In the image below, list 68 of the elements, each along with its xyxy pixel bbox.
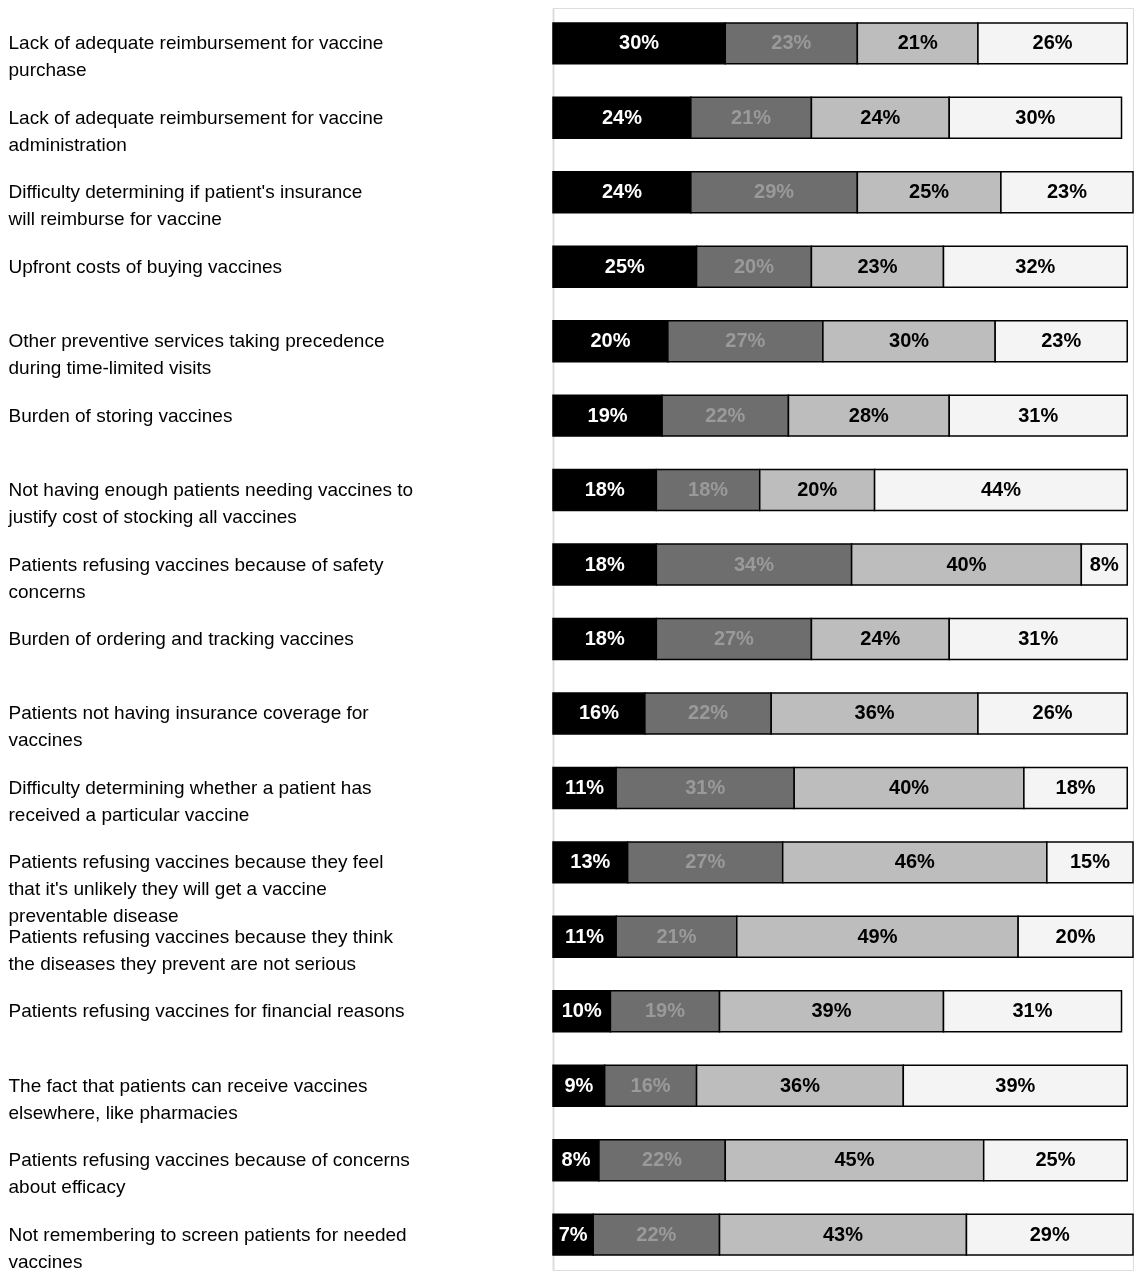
data-label: 39% bbox=[811, 999, 852, 1022]
data-label: 30% bbox=[619, 31, 660, 54]
data-label: 29% bbox=[1029, 1222, 1070, 1245]
data-label: 18% bbox=[584, 552, 625, 575]
data-label: 23% bbox=[857, 254, 898, 277]
y-tick-label: Upfront costs of buying vaccines bbox=[8, 255, 283, 277]
data-label: 20% bbox=[590, 329, 631, 352]
y-tick-label: Patients refusing vaccines because they feel that it's unlikely they will get a vaccine preventable disease bbox=[8, 851, 384, 927]
data-label: 18% bbox=[1055, 775, 1096, 798]
data-label: 19% bbox=[587, 403, 628, 426]
data-label: 24% bbox=[860, 627, 901, 649]
data-label: 21% bbox=[897, 31, 938, 54]
data-label: 16% bbox=[578, 701, 620, 724]
data-label: 26% bbox=[1032, 701, 1073, 724]
data-label: 15% bbox=[1069, 850, 1111, 873]
data-label: 11% bbox=[565, 924, 605, 947]
data-label: 20% bbox=[1055, 924, 1096, 947]
y-tick-label: Patients refusing vaccines for financial reasons bbox=[8, 1000, 405, 1022]
data-label: 23% bbox=[1041, 329, 1082, 352]
data-label: 40% bbox=[889, 775, 930, 798]
data-label: 23% bbox=[1046, 180, 1088, 203]
data-label: 13% bbox=[570, 850, 611, 873]
y-tick-label: Patients not having insurance coverage for vaccines bbox=[8, 702, 370, 751]
data-label: 31% bbox=[1018, 627, 1059, 649]
data-label: 25% bbox=[1035, 1148, 1076, 1171]
y-tick-label: Patients refusing vaccines because they think the diseases they prevent are not serious bbox=[8, 925, 394, 974]
data-label: 8% bbox=[1089, 552, 1119, 575]
data-label: 46% bbox=[894, 850, 936, 873]
data-label: 8% bbox=[561, 1148, 591, 1171]
data-label: 39% bbox=[995, 1073, 1036, 1096]
data-label: 18% bbox=[584, 478, 625, 501]
data-label: 31% bbox=[1018, 403, 1059, 426]
y-tick-label: Difficulty determining whether a patient has received a particular vaccine bbox=[8, 776, 372, 825]
y-tick-label: Patients refusing vaccines because of safety concerns bbox=[8, 553, 384, 602]
data-label: 30% bbox=[1015, 105, 1056, 128]
data-label: 43% bbox=[822, 1222, 864, 1245]
data-label: 24% bbox=[860, 105, 901, 128]
y-tick-label: Not remembering to screen patients for needed vaccines bbox=[8, 1223, 407, 1272]
y-tick-label: Lack of adequate reimbursement for vaccine purchase bbox=[8, 32, 384, 81]
data-label: 40% bbox=[946, 552, 987, 575]
y-tick-label: Burden of ordering and tracking vaccines bbox=[8, 628, 354, 649]
data-label: 24% bbox=[601, 105, 643, 128]
data-label: 32% bbox=[1015, 254, 1056, 277]
data-label: 20% bbox=[797, 478, 838, 501]
y-tick-label: Other preventive services taking precedence during time-limited visits bbox=[8, 330, 385, 379]
y-tick-label: Burden of storing vaccines bbox=[8, 404, 233, 426]
data-label: 36% bbox=[854, 701, 895, 724]
data-label: 24% bbox=[601, 180, 643, 203]
data-label: 31% bbox=[1012, 999, 1053, 1022]
data-label: 49% bbox=[857, 924, 898, 947]
data-label: 9% bbox=[564, 1073, 594, 1096]
data-label: 11% bbox=[565, 775, 605, 798]
y-tick-label: Difficulty determining if patient's insurance will reimburse for vaccine bbox=[7, 181, 363, 230]
y-tick-label: Lack of adequate reimbursement for vaccine administration bbox=[8, 106, 384, 155]
data-label: 18% bbox=[584, 627, 625, 649]
data-label: 25% bbox=[909, 180, 950, 203]
data-label: 26% bbox=[1032, 31, 1073, 54]
data-label: 25% bbox=[604, 254, 646, 277]
y-tick-label: Not having enough patients needing vaccines to justify cost of stocking all vaccines bbox=[7, 479, 414, 528]
data-label: 36% bbox=[779, 1073, 821, 1096]
data-label: 28% bbox=[848, 403, 890, 426]
data-label: 7% bbox=[558, 1222, 588, 1245]
data-label: 44% bbox=[980, 478, 1022, 501]
y-tick-label: The fact that patients can receive vaccines elsewhere, like pharmacies bbox=[8, 1074, 368, 1123]
data-label: 30% bbox=[889, 329, 930, 352]
y-tick-label: Patients refusing vaccines because of concerns about efficacy bbox=[8, 1149, 410, 1198]
data-label: 10% bbox=[561, 999, 602, 1022]
data-label: 45% bbox=[834, 1148, 875, 1171]
